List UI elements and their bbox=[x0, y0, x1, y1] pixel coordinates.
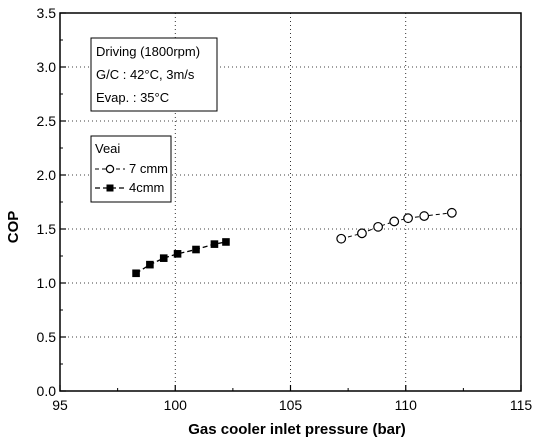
y-tick-label: 0.0 bbox=[37, 383, 57, 399]
x-tick-label: 105 bbox=[279, 397, 303, 413]
legend-marker-filled-square bbox=[106, 184, 114, 192]
x-axis-label: Gas cooler inlet pressure (bar) bbox=[188, 421, 406, 438]
conditions-box: Driving (1800rpm) G/C : 42°C, 3m/s Evap.… bbox=[90, 37, 218, 112]
x-tick-label: 100 bbox=[164, 397, 188, 413]
condition-evaporator: Evap. : 35°C bbox=[96, 90, 169, 105]
legend-title: Veai bbox=[95, 141, 120, 156]
data-point bbox=[403, 213, 413, 224]
legend-label-7-cmm: 7 cmm bbox=[129, 161, 168, 176]
data-point bbox=[173, 250, 182, 258]
y-tick-label: 3.5 bbox=[37, 5, 57, 21]
data-point bbox=[446, 207, 457, 218]
y-tick-label: 2.0 bbox=[37, 167, 57, 183]
data-point bbox=[373, 221, 383, 232]
y-tick-label: 3.0 bbox=[37, 59, 57, 75]
data-point bbox=[146, 260, 154, 269]
data-point bbox=[132, 269, 140, 278]
data-point bbox=[192, 245, 200, 254]
y-tick-label: 1.5 bbox=[37, 221, 57, 237]
legend: Veai 7 cmm 4cmm bbox=[90, 135, 172, 203]
axis-tick-labels: 95 100 105 110 115 0.0 0.5 1.0 1.5 2.0 2.5 3.0 3.5 bbox=[37, 5, 533, 413]
condition-driving: Driving (1800rpm) bbox=[96, 44, 200, 59]
series-0 bbox=[336, 207, 457, 244]
x-tick-label: 95 bbox=[52, 397, 68, 413]
data-point bbox=[336, 233, 347, 244]
data-point bbox=[357, 228, 367, 239]
data-point bbox=[210, 240, 219, 248]
y-tick-label: 0.5 bbox=[37, 329, 57, 345]
y-tick-label: 2.5 bbox=[37, 113, 57, 129]
legend-entry-4cmm: 4cmm bbox=[95, 180, 164, 195]
legend-marker-open-circle bbox=[105, 164, 115, 174]
data-point bbox=[159, 254, 168, 262]
data-point bbox=[419, 211, 430, 221]
x-tick-label: 110 bbox=[395, 397, 418, 413]
series-layer bbox=[132, 207, 457, 278]
x-tick-label: 115 bbox=[510, 397, 533, 413]
legend-entry-7-cmm: 7 cmm bbox=[95, 161, 168, 176]
y-axis-label: COP bbox=[5, 211, 22, 244]
data-point bbox=[389, 216, 400, 227]
condition-gas-cooler: G/C : 42°C, 3m/s bbox=[96, 67, 195, 82]
series-1 bbox=[132, 238, 230, 278]
y-tick-label: 1.0 bbox=[37, 275, 57, 291]
legend-label-4cmm: 4cmm bbox=[129, 180, 164, 195]
data-point bbox=[222, 238, 230, 246]
axis-ticks bbox=[59, 12, 522, 392]
